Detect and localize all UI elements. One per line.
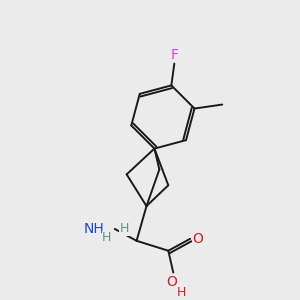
Text: NH: NH — [84, 222, 105, 236]
Text: H: H — [176, 286, 186, 299]
Text: O: O — [166, 275, 177, 290]
Text: F: F — [170, 48, 178, 62]
Text: H: H — [102, 231, 112, 244]
Text: H: H — [120, 222, 129, 236]
Text: O: O — [193, 232, 203, 246]
